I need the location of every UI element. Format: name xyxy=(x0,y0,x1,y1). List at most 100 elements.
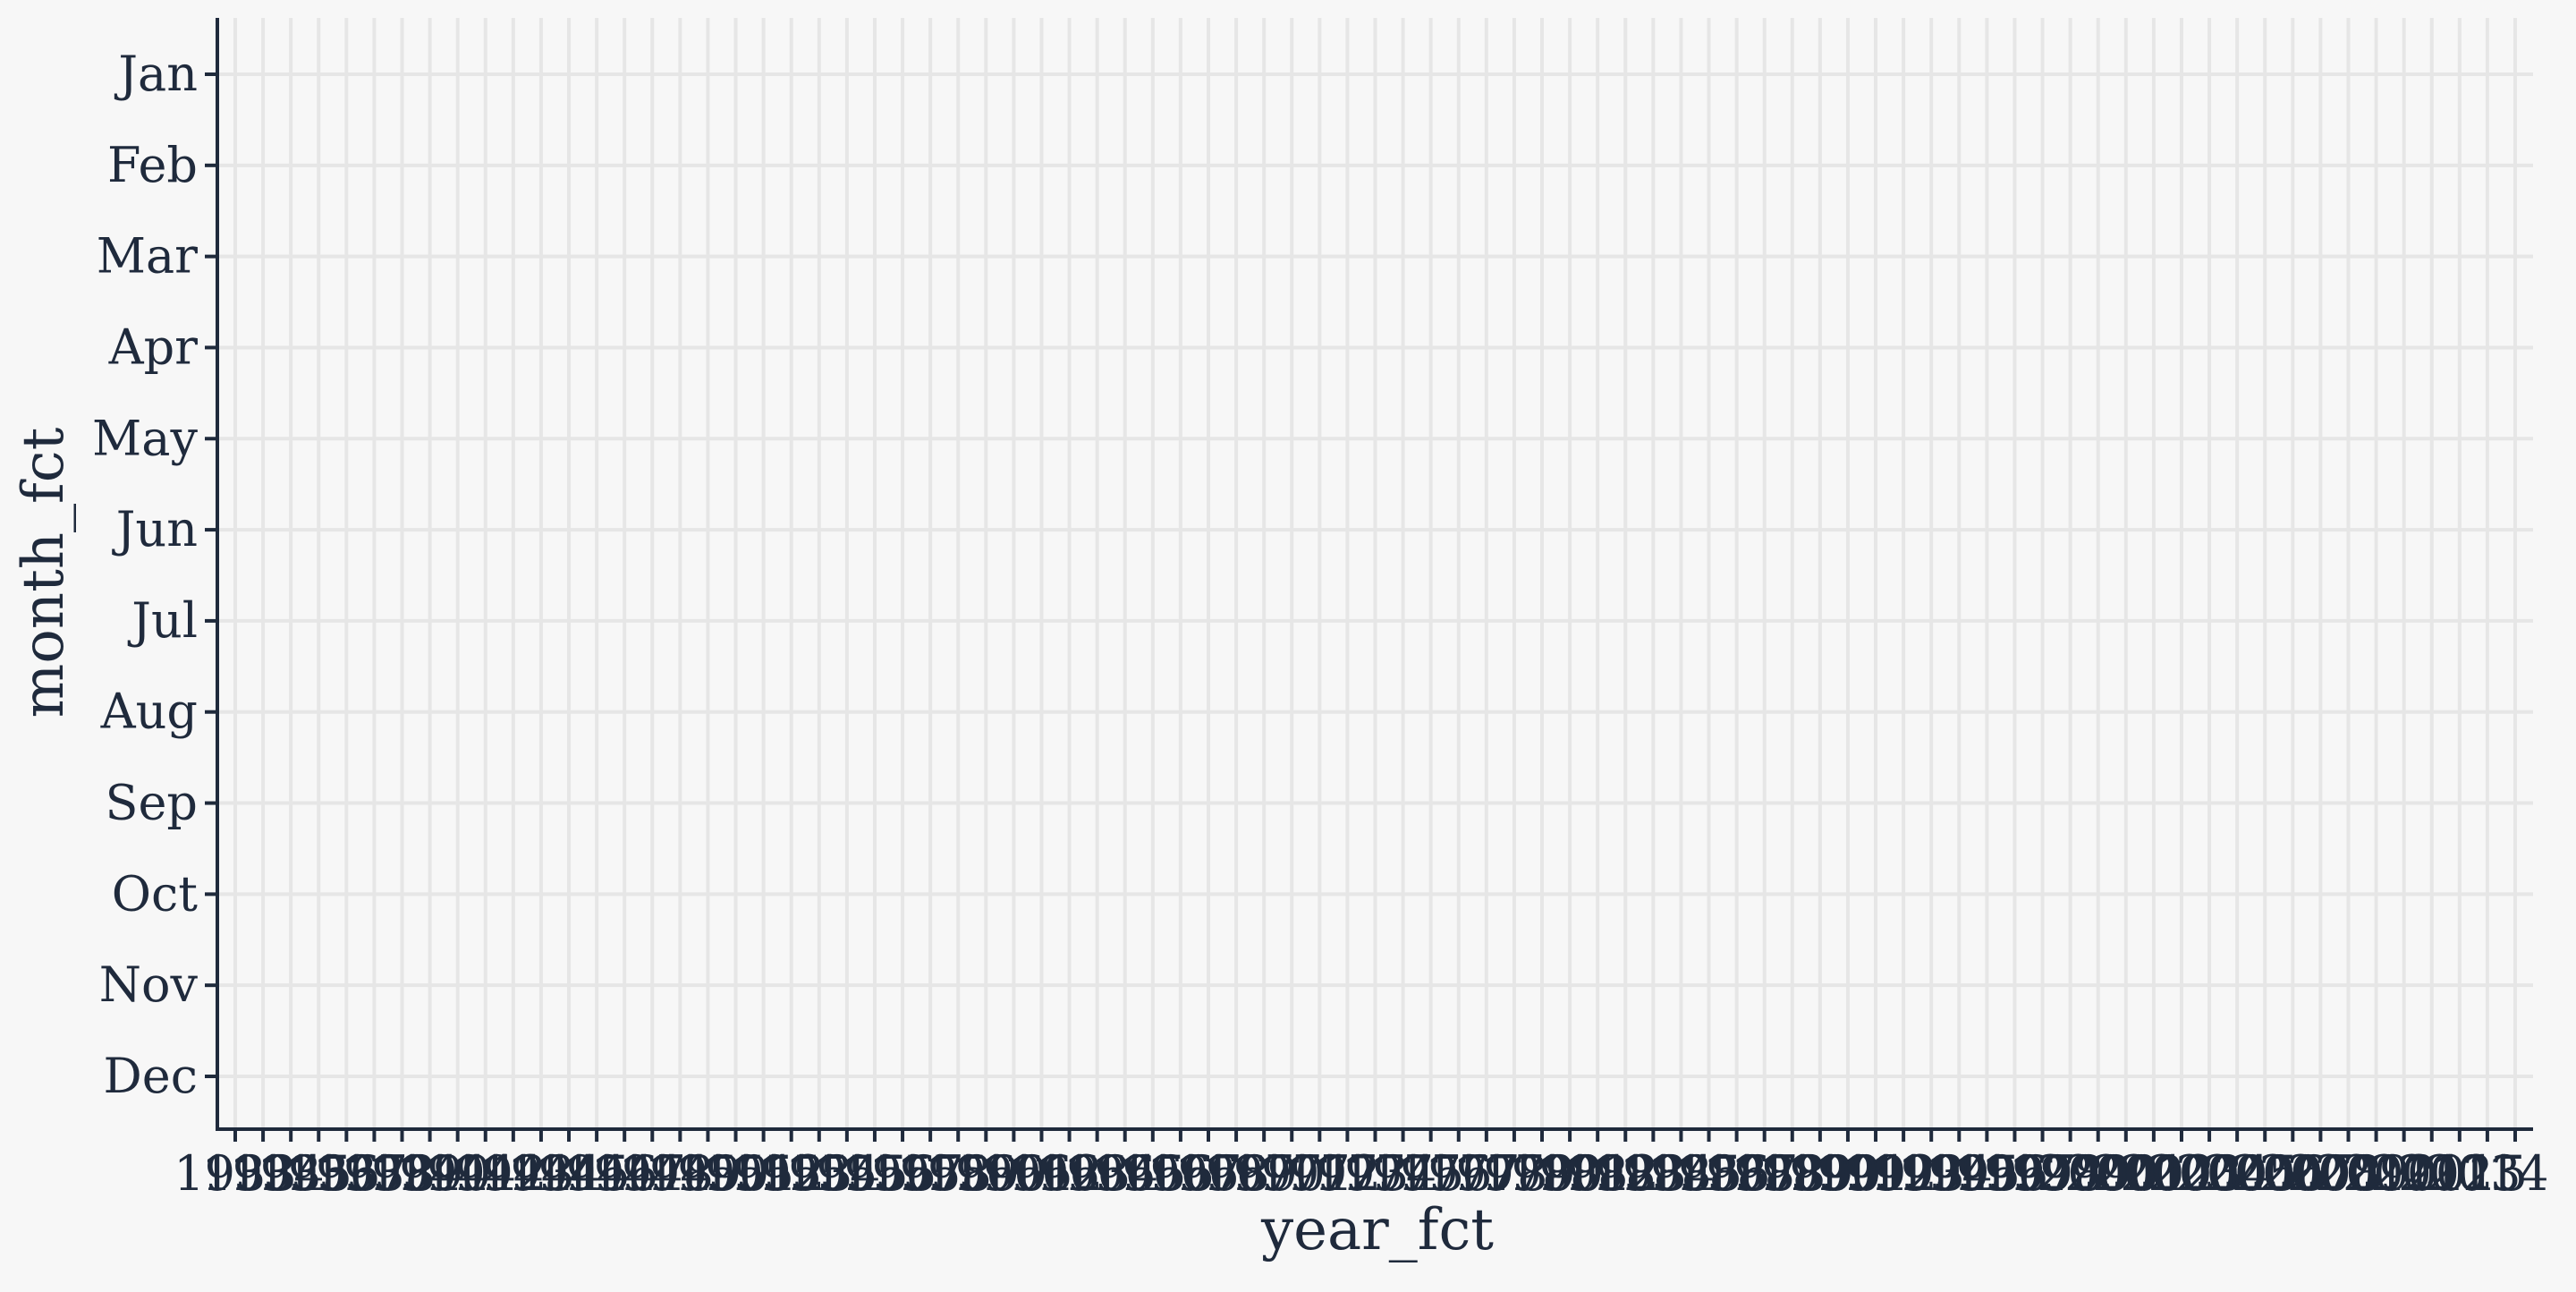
x-tick-label: 1988 xyxy=(1703,1145,1826,1202)
y-tick-label: Jul xyxy=(127,592,198,649)
x-tick-label: 2005 xyxy=(2175,1145,2298,1202)
x-tick-label: 1946 xyxy=(535,1145,657,1202)
x-tick-label: 1964 xyxy=(1036,1145,1158,1202)
x-tick-label: 1935 xyxy=(229,1145,352,1202)
x-tick-label: 1940 xyxy=(369,1145,491,1202)
x-tick-label: 2001 xyxy=(2064,1145,2187,1202)
x-tick-label: 1965 xyxy=(1063,1145,1186,1202)
x-tick-label: 1966 xyxy=(1091,1145,1214,1202)
x-tick-label: 1962 xyxy=(980,1145,1103,1202)
x-tick-label: 1981 xyxy=(1508,1145,1631,1202)
x-tick-label: 1997 xyxy=(1953,1145,2076,1202)
x-tick-label: 2015 xyxy=(2405,1145,2528,1202)
x-tick-label: 1985 xyxy=(1620,1145,1742,1202)
x-tick-label: 1972 xyxy=(1258,1145,1381,1202)
x-tick-label: 2006 xyxy=(2204,1145,2326,1202)
x-tick-label: 1980 xyxy=(1480,1145,1603,1202)
x-tick-label: 2007 xyxy=(2232,1145,2354,1202)
x-tick-label: 1975 xyxy=(1342,1145,1464,1202)
x-tick-label: 1945 xyxy=(507,1145,630,1202)
x-tick-label: 1936 xyxy=(258,1145,380,1202)
x-tick-label: 1971 xyxy=(1231,1145,1353,1202)
x-tick-label: 1959 xyxy=(897,1145,1020,1202)
y-tick-label: Dec xyxy=(104,1048,199,1104)
x-tick-label: 1990 xyxy=(1758,1145,1881,1202)
x-tick-label: 1968 xyxy=(1147,1145,1269,1202)
x-tick-label: 1999 xyxy=(2009,1145,2131,1202)
x-tick-label: 1934 xyxy=(201,1145,324,1202)
x-tick-label: 2004 xyxy=(2148,1145,2270,1202)
x-tick-label: 1938 xyxy=(313,1145,436,1202)
x-tick-label: 1952 xyxy=(702,1145,825,1202)
x-tick-label: 1963 xyxy=(1008,1145,1131,1202)
x-tick-label: 1998 xyxy=(1981,1145,2104,1202)
x-tick-label: 1978 xyxy=(1425,1145,1547,1202)
x-tick-label: 2008 xyxy=(2259,1145,2382,1202)
x-tick-label: 1942 xyxy=(424,1145,547,1202)
y-tick-label: Apr xyxy=(108,319,199,375)
y-tick-label: Jun xyxy=(112,501,198,557)
x-tick-label: 1987 xyxy=(1675,1145,1798,1202)
x-tick-label: 1943 xyxy=(452,1145,574,1202)
x-tick-label: 1976 xyxy=(1369,1145,1492,1202)
x-tick-label: 1993 xyxy=(1842,1145,1964,1202)
x-tick-label: 1961 xyxy=(953,1145,1075,1202)
x-tick-label: 1933 xyxy=(174,1145,296,1202)
x-tick-label: 1953 xyxy=(730,1145,852,1202)
x-tick-label: 1982 xyxy=(1536,1145,1658,1202)
x-tick-label: 1967 xyxy=(1119,1145,1241,1202)
y-tick-label: Feb xyxy=(107,137,198,193)
x-tick-label: 1960 xyxy=(925,1145,1047,1202)
x-tick-label: 1973 xyxy=(1286,1145,1409,1202)
x-tick-label: 2011 xyxy=(2343,1145,2465,1202)
x-tick-label: 2002 xyxy=(2092,1145,2215,1202)
x-tick-label: 1986 xyxy=(1648,1145,1770,1202)
y-tick-label: Nov xyxy=(99,956,199,1013)
y-tick-label: May xyxy=(92,410,198,466)
y-tick-label: Jan xyxy=(114,46,198,102)
y-tick-label: Aug xyxy=(100,684,198,740)
x-tick-label: 1947 xyxy=(563,1145,685,1202)
x-tick-label: 1984 xyxy=(1592,1145,1715,1202)
y-tick-label: Oct xyxy=(112,865,199,922)
x-tick-label: 1957 xyxy=(841,1145,963,1202)
x-tick-label: 1937 xyxy=(285,1145,408,1202)
axis-ticks xyxy=(205,72,2517,1142)
x-tick-label: 1948 xyxy=(591,1145,714,1202)
x-tick-label: 2009 xyxy=(2287,1145,2410,1202)
x-tick-label: 1979 xyxy=(1453,1145,1575,1202)
x-tick-label: 1969 xyxy=(1174,1145,1297,1202)
grid-lines xyxy=(217,18,2533,1129)
x-tick-label: 1951 xyxy=(674,1145,797,1202)
x-tick-label: 1939 xyxy=(341,1145,463,1202)
y-tick-label: Mar xyxy=(97,228,198,285)
y-axis-title: month_fct xyxy=(11,427,77,718)
x-tick-label: 1989 xyxy=(1731,1145,1853,1202)
x-tick-label: 2012 xyxy=(2370,1145,2493,1202)
x-tick-label: 1958 xyxy=(869,1145,991,1202)
x-tick-label: 1950 xyxy=(647,1145,769,1202)
x-tick-label: 1970 xyxy=(1202,1145,1325,1202)
x-tick-label: 1956 xyxy=(813,1145,936,1202)
x-tick-label: 2000 xyxy=(2037,1145,2159,1202)
axis-tick-labels: Jan Feb Mar Apr May Jun Jul Aug Sep Oct Nov Dec 1933… xyxy=(92,46,2549,1202)
x-tick-label: 1983 xyxy=(1564,1145,1687,1202)
x-tick-label: 2014 xyxy=(2426,1145,2548,1202)
x-axis-title: year_fct xyxy=(1260,1197,1494,1263)
x-tick-label: 1994 xyxy=(1869,1145,1992,1202)
y-tick-label: Sep xyxy=(105,775,198,831)
x-tick-label: 1995 xyxy=(1898,1145,2021,1202)
x-tick-label: 1955 xyxy=(785,1145,908,1202)
x-tick-label: 1954 xyxy=(758,1145,880,1202)
x-tick-label: 1944 xyxy=(479,1145,602,1202)
x-tick-label: 1949 xyxy=(619,1145,741,1202)
x-tick-label: 1996 xyxy=(1926,1145,2048,1202)
x-tick-label: 1974 xyxy=(1314,1145,1436,1202)
x-tick-label: 1991 xyxy=(1786,1145,1909,1202)
x-tick-label: 2010 xyxy=(2315,1145,2437,1202)
x-tick-label: 1941 xyxy=(396,1145,519,1202)
x-tick-label: 1992 xyxy=(1814,1145,1936,1202)
